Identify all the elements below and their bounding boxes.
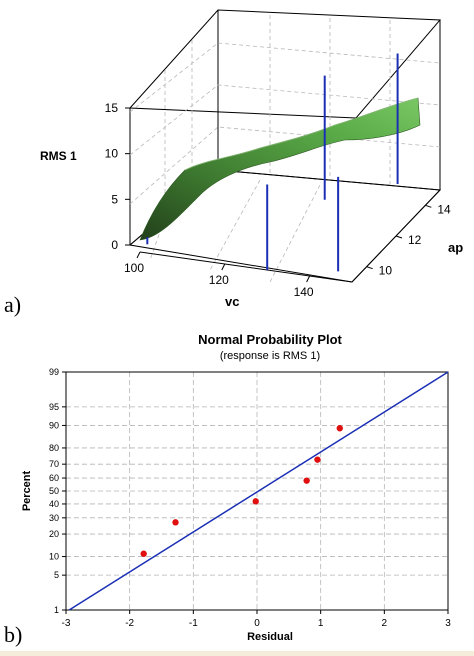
z-tick-label: 0 — [111, 238, 118, 252]
residual-point — [140, 550, 147, 557]
x-tick-label: -3 — [62, 618, 71, 629]
probability-plot: Normal Probability Plot (response is RMS… — [0, 322, 474, 651]
probability-plot-panel: Normal Probability Plot (response is RMS… — [0, 322, 474, 651]
y-tick-label: 60 — [49, 473, 59, 483]
y-tick-mark — [366, 266, 373, 270]
z-axis-label: RMS 1 — [40, 149, 77, 163]
y-tick-label: 95 — [49, 402, 59, 412]
z-tick-label: 10 — [105, 147, 119, 161]
y-tick-label: 1 — [54, 605, 59, 615]
x-tick-label: 100 — [124, 261, 144, 275]
y-tick-label: 90 — [49, 420, 59, 430]
y-tick-label: 99 — [49, 367, 59, 377]
x-tick-label: -2 — [125, 618, 134, 629]
x-axis-label: Residual — [247, 631, 293, 643]
panel-label-a: a) — [4, 292, 22, 317]
y-tick-label: 5 — [54, 570, 59, 580]
y-tick-label: 50 — [49, 486, 59, 496]
surface-plot: 0 5 10 15 100 120 140 10 12 14 RMS 1 vc ap — [0, 0, 474, 322]
z-tick-label: 15 — [105, 101, 119, 115]
y-tick-mark — [425, 204, 432, 208]
x-tick-mark — [221, 263, 226, 271]
residual-point — [252, 498, 259, 505]
residual-point — [172, 519, 179, 526]
y-axis-label: ap — [448, 240, 463, 255]
y-tick-mark — [395, 235, 403, 239]
y-tick-label: 14 — [437, 202, 451, 216]
chart-subtitle: (response is RMS 1) — [220, 350, 320, 362]
y-tick-label: 10 — [379, 264, 393, 278]
x-tick-mark — [136, 251, 141, 259]
chart-title: Normal Probability Plot — [198, 332, 342, 347]
y-tick-label: 20 — [49, 529, 59, 539]
x-axis-label: vc — [225, 294, 239, 309]
panel-label-b: b) — [4, 622, 23, 647]
x-tick-label: 3 — [445, 618, 451, 629]
y-tick-label: 70 — [49, 459, 59, 469]
fit-line — [68, 371, 449, 611]
x-tick-label: -1 — [189, 618, 198, 629]
y-tick-label: 80 — [49, 443, 59, 453]
x-tick-mark — [306, 275, 311, 283]
x-tick-label: 0 — [254, 618, 260, 629]
y-tick-label: 10 — [49, 552, 59, 562]
residual-point — [336, 425, 343, 432]
y-axis-label: Percent — [21, 470, 33, 511]
x-tick-label: 2 — [382, 618, 388, 629]
z-tick-label: 5 — [111, 192, 118, 206]
y-tick-label: 40 — [49, 499, 59, 509]
residual-point — [314, 456, 321, 463]
x-tick-label: 140 — [294, 285, 314, 299]
x-tick-label: 120 — [209, 273, 229, 287]
x-tick-label: 1 — [318, 618, 324, 629]
surface-plot-panel: 0 5 10 15 100 120 140 10 12 14 RMS 1 vc ap a) — [0, 0, 474, 322]
y-tick-label: 30 — [49, 513, 59, 523]
residual-point — [303, 477, 310, 484]
y-tick-label: 12 — [408, 233, 422, 247]
